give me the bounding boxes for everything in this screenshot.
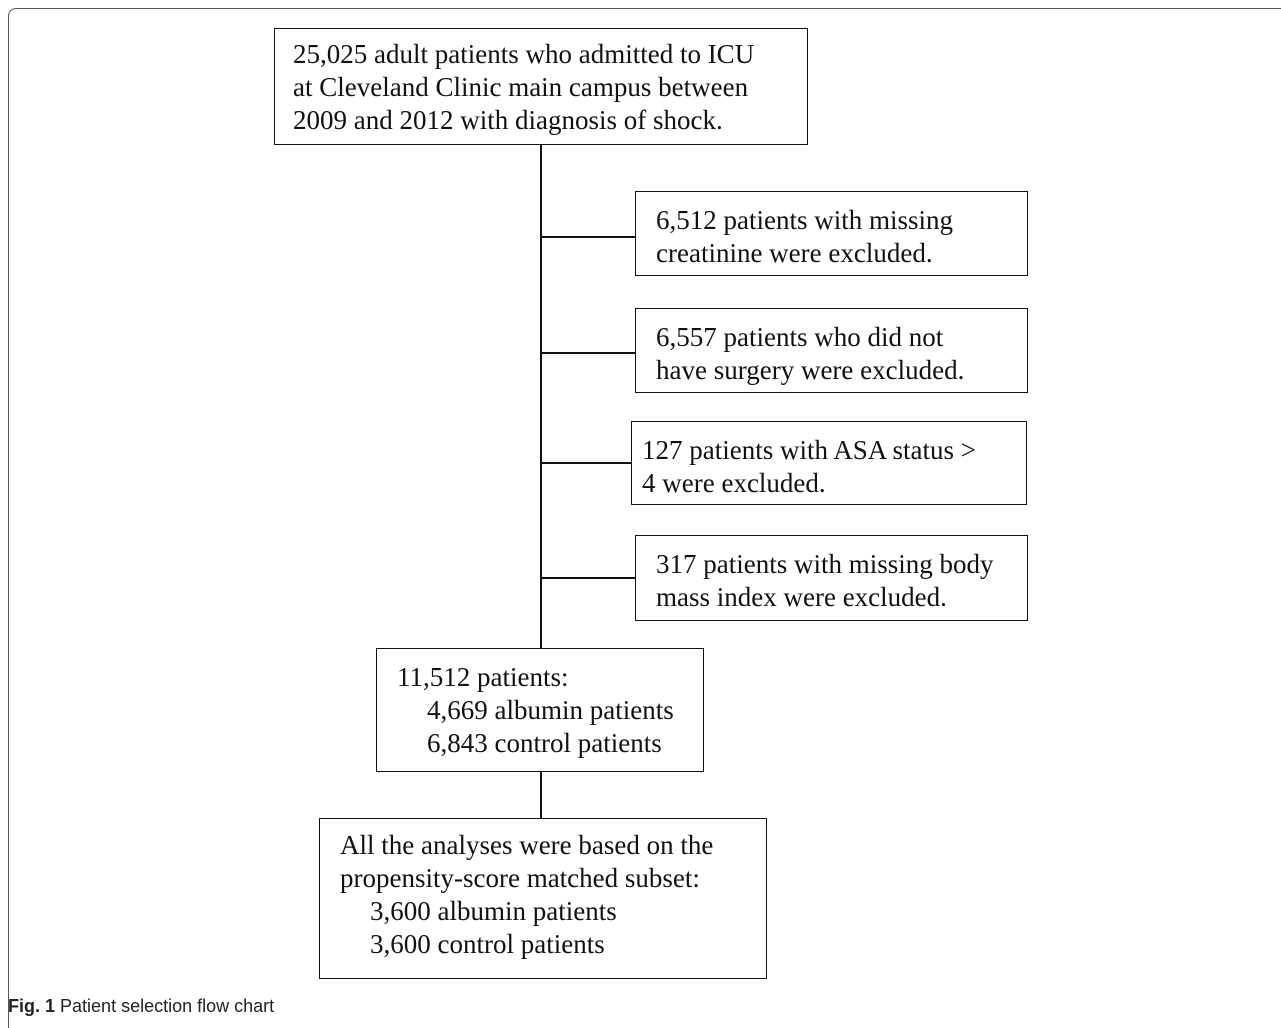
- exclusion-box-missing-bmi: 317 patients with missing body mass inde…: [635, 535, 1028, 621]
- exclusion-4-line-2: mass index were excluded.: [656, 582, 947, 612]
- matched-subset-box: All the analyses were based on the prope…: [319, 818, 767, 979]
- exclusion-box-no-surgery: 6,557 patients who did not have surgery …: [635, 308, 1028, 393]
- final-cohort-control: 6,843 control patients: [427, 728, 662, 758]
- figure-frame: [8, 8, 1281, 1028]
- exclusion-1-line-1: 6,512 patients with missing: [656, 205, 953, 235]
- middle-to-bottom-line: [540, 772, 542, 818]
- initial-cohort-line-2: at Cleveland Clinic main campus between: [293, 72, 749, 102]
- figure-caption: Fig. 1 Patient selection flow chart: [8, 996, 274, 1017]
- exclusion-1-line-2: creatinine were excluded.: [656, 238, 933, 268]
- exclusion-4-line-1: 317 patients with missing body: [656, 549, 994, 579]
- matched-subset-albumin: 3,600 albumin patients: [370, 896, 617, 926]
- exclusion-3-line-1: 127 patients with ASA status >: [642, 435, 976, 465]
- exclusion-connector-2: [540, 352, 636, 354]
- initial-cohort-box: 25,025 adult patients who admitted to IC…: [274, 28, 808, 145]
- figure-caption-text: Patient selection flow chart: [60, 996, 275, 1016]
- exclusion-box-asa-status: 127 patients with ASA status > 4 were ex…: [631, 421, 1027, 505]
- final-cohort-albumin: 4,669 albumin patients: [427, 695, 674, 725]
- exclusion-2-line-1: 6,557 patients who did not: [656, 322, 944, 352]
- exclusion-2-line-2: have surgery were excluded.: [656, 355, 965, 385]
- exclusion-connector-4: [540, 577, 636, 579]
- final-cohort-box: 11,512 patients: 4,669 albumin patients …: [376, 648, 704, 772]
- initial-cohort-line-3: 2009 and 2012 with diagnosis of shock.: [293, 105, 723, 135]
- exclusion-box-missing-creatinine: 6,512 patients with missing creatinine w…: [635, 191, 1028, 276]
- exclusion-connector-3: [540, 462, 632, 464]
- exclusion-3-line-2: 4 were excluded.: [642, 468, 826, 498]
- matched-subset-line-2: propensity-score matched subset:: [340, 863, 700, 893]
- initial-cohort-line-1: 25,025 adult patients who admitted to IC…: [293, 39, 755, 69]
- matched-subset-line-1: All the analyses were based on the: [340, 830, 714, 860]
- matched-subset-control: 3,600 control patients: [370, 929, 605, 959]
- exclusion-connector-1: [540, 236, 636, 238]
- final-cohort-total: 11,512 patients:: [397, 662, 569, 692]
- main-trunk-line: [540, 144, 542, 650]
- figure-label: Fig. 1: [8, 996, 56, 1016]
